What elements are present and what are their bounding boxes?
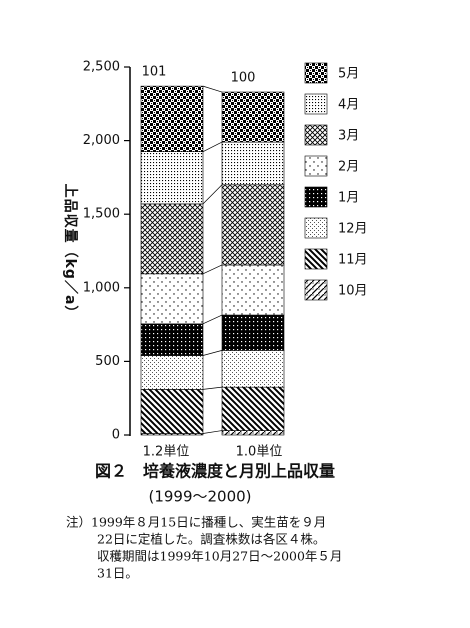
legend-swatch bbox=[304, 279, 328, 301]
connector bbox=[202, 264, 223, 275]
bar-segment bbox=[221, 184, 285, 266]
y-tick-label: 2,000 bbox=[83, 133, 120, 148]
bar-segment bbox=[140, 85, 204, 152]
connector bbox=[202, 314, 223, 325]
bar-segment bbox=[221, 350, 285, 388]
y-tick-label: 500 bbox=[95, 354, 120, 369]
bar-segment bbox=[140, 355, 204, 390]
chart-title: 図２ 培養液濃度と月別上品収量 bbox=[95, 462, 335, 481]
connector bbox=[202, 141, 223, 152]
y-tick-label: 2,500 bbox=[83, 60, 120, 75]
legend-swatch bbox=[304, 62, 328, 84]
bar-segment bbox=[221, 386, 285, 431]
legend-swatch bbox=[304, 93, 328, 115]
bar-segment bbox=[221, 141, 285, 186]
note: 注）1999年８月15日に播種し、実生苗を９月 bbox=[66, 515, 326, 530]
note: 31日。 bbox=[97, 566, 138, 581]
bar-segment bbox=[221, 430, 285, 436]
bar-segment bbox=[140, 323, 204, 356]
legend-swatch bbox=[304, 217, 328, 239]
connector bbox=[202, 430, 223, 434]
y-tick-label: 1,000 bbox=[83, 280, 120, 295]
y-axis-label: 上品収量（kg／a） bbox=[62, 184, 79, 321]
bar-segment bbox=[140, 203, 204, 275]
connector bbox=[202, 184, 223, 205]
note: 22日に定植した。調査株数は各区４株。 bbox=[97, 532, 325, 547]
legend-swatch bbox=[304, 248, 328, 270]
legend-label: 12月 bbox=[338, 222, 368, 237]
legend-label: 11月 bbox=[338, 253, 368, 268]
note: 収穫期間は1999年10月27日～2000年５月 bbox=[97, 549, 342, 564]
legend-label: 1月 bbox=[338, 191, 359, 206]
legend-label: 4月 bbox=[338, 98, 359, 113]
bar-segment bbox=[221, 314, 285, 351]
legend-swatch bbox=[304, 186, 328, 208]
connector bbox=[202, 386, 223, 390]
legend-label: 2月 bbox=[338, 160, 359, 175]
bar-annotation: 100 bbox=[231, 71, 256, 86]
x-tick-label: 1.0単位 bbox=[236, 444, 283, 460]
legend-label: 5月 bbox=[338, 67, 359, 82]
connector bbox=[202, 350, 223, 356]
legend-swatch bbox=[304, 124, 328, 146]
bar-segment bbox=[221, 264, 285, 316]
x-tick-label: 1.2単位 bbox=[143, 444, 190, 460]
y-tick-label: 1,500 bbox=[83, 207, 120, 222]
bar-segment bbox=[140, 151, 204, 205]
legend-label: 10月 bbox=[338, 284, 368, 299]
bar-segment bbox=[221, 91, 285, 143]
legend-label: 3月 bbox=[338, 129, 359, 144]
y-tick-label: 0 bbox=[112, 428, 120, 443]
chart-subtitle: (1999～2000) bbox=[148, 488, 251, 506]
bar-annotation: 101 bbox=[142, 65, 167, 80]
legend-swatch bbox=[304, 155, 328, 177]
bar-segment bbox=[140, 389, 204, 434]
bar-segment bbox=[140, 273, 204, 325]
connector bbox=[202, 85, 223, 93]
